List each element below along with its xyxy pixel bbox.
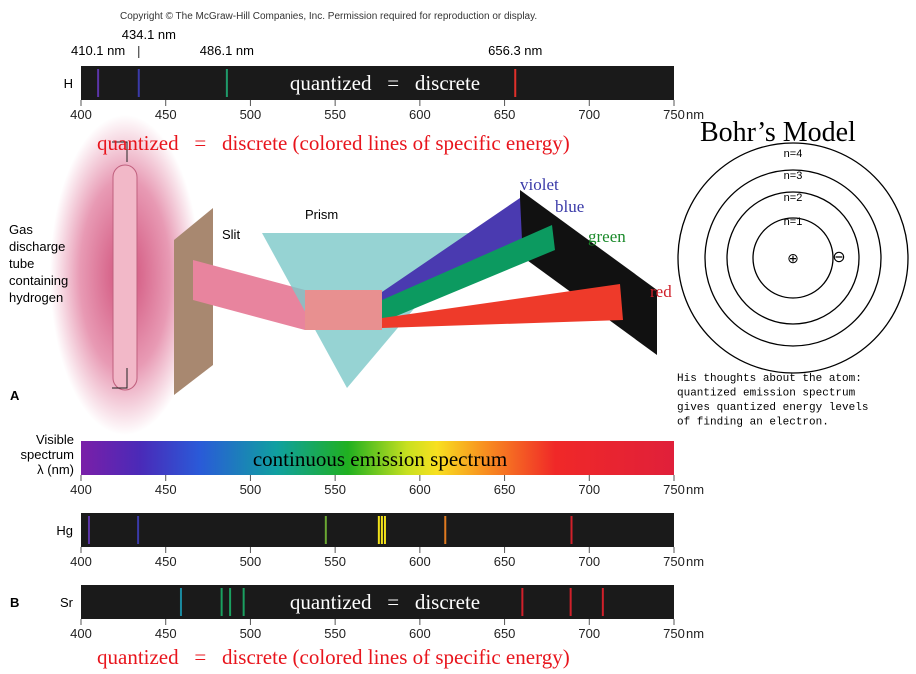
tick-label: 600 (409, 482, 431, 497)
tube (113, 165, 137, 390)
element-label: Sr (60, 595, 74, 610)
beam-in (305, 290, 382, 330)
tick-label: 700 (578, 482, 600, 497)
element-label: H (64, 76, 73, 91)
unit-label: nm (686, 554, 704, 569)
tick-label: 600 (409, 554, 431, 569)
level-label: n=3 (784, 170, 803, 182)
nucleus: ⊕ (787, 250, 799, 266)
line-label: 656.3 nm (488, 43, 542, 58)
tick-label: 400 (70, 482, 92, 497)
line-label: 486.1 nm (200, 43, 254, 58)
panel-b: B (10, 595, 19, 610)
tube-label: containing (9, 273, 68, 288)
note: quantized emission spectrum (677, 388, 856, 400)
tube-label: discharge (9, 239, 65, 254)
tick-label: 750 (663, 482, 685, 497)
tick-label: 600 (409, 626, 431, 641)
tick-label: 500 (240, 107, 262, 122)
visible-label: λ (nm) (37, 462, 74, 477)
overlay: continuous emission spectrum (253, 447, 507, 471)
visible-label: Visible (36, 432, 74, 447)
level-label: n=2 (784, 192, 803, 204)
copyright: Copyright © The McGraw-Hill Companies, I… (120, 11, 537, 22)
tick-label: 750 (663, 626, 685, 641)
tick-label: 700 (578, 554, 600, 569)
caption: quantized = discrete (colored lines of s… (97, 131, 570, 155)
tick-label: 700 (578, 626, 600, 641)
element-label: Hg (56, 523, 73, 538)
tick-label: 550 (324, 626, 346, 641)
tick-label: 600 (409, 107, 431, 122)
visible-label: spectrum (21, 447, 74, 462)
violet-label: violet (520, 175, 559, 194)
tick-label: 550 (324, 554, 346, 569)
electron: ⊖ (832, 249, 845, 266)
tube-label: tube (9, 256, 34, 271)
caption: quantized = discrete (colored lines of s… (97, 645, 570, 669)
tick-label: 500 (240, 482, 262, 497)
unit-label: nm (686, 626, 704, 641)
panel-a: A (10, 388, 20, 403)
note: His thoughts about the atom: (677, 373, 862, 385)
note: of finding an electron. (677, 417, 829, 429)
tick-label: 650 (494, 107, 516, 122)
level-label: n=4 (784, 148, 803, 160)
tick-label: 450 (155, 107, 177, 122)
tick-label: 750 (663, 107, 685, 122)
tick-label: 400 (70, 554, 92, 569)
tick-label: 650 (494, 554, 516, 569)
line-label: 410.1 nm (71, 43, 125, 58)
tube-label: Gas (9, 222, 33, 237)
tick-label: 700 (578, 107, 600, 122)
screen (520, 190, 657, 355)
overlay: quantized = discrete (290, 590, 480, 614)
tick-label: 550 (324, 107, 346, 122)
tick-label: 450 (155, 626, 177, 641)
tick-label: 400 (70, 626, 92, 641)
level-label: n=1 (784, 216, 803, 228)
overlay: quantized = discrete (290, 71, 480, 95)
note: gives quantized energy levels (677, 402, 868, 414)
tick-label: 400 (70, 107, 92, 122)
tick-label: 500 (240, 554, 262, 569)
tick-label: 450 (155, 554, 177, 569)
apparatus (50, 115, 657, 435)
tick-label: 450 (155, 482, 177, 497)
green-label: green (588, 227, 626, 246)
tick-label: 650 (494, 626, 516, 641)
prism-label: Prism (305, 207, 338, 222)
spectrum-bar (81, 513, 674, 547)
tick-label: 550 (324, 482, 346, 497)
tick-label: 500 (240, 626, 262, 641)
slit-label: Slit (222, 227, 240, 242)
tick-label: 650 (494, 482, 516, 497)
tick-label: 750 (663, 554, 685, 569)
red-label: red (650, 282, 672, 301)
figure: Copyright © The McGraw-Hill Companies, I… (0, 0, 916, 669)
unit-label: nm (686, 107, 704, 122)
blue-label: blue (555, 197, 584, 216)
tube-label: hydrogen (9, 290, 63, 305)
line-label: 434.1 nm (122, 27, 176, 42)
unit-label: nm (686, 482, 704, 497)
